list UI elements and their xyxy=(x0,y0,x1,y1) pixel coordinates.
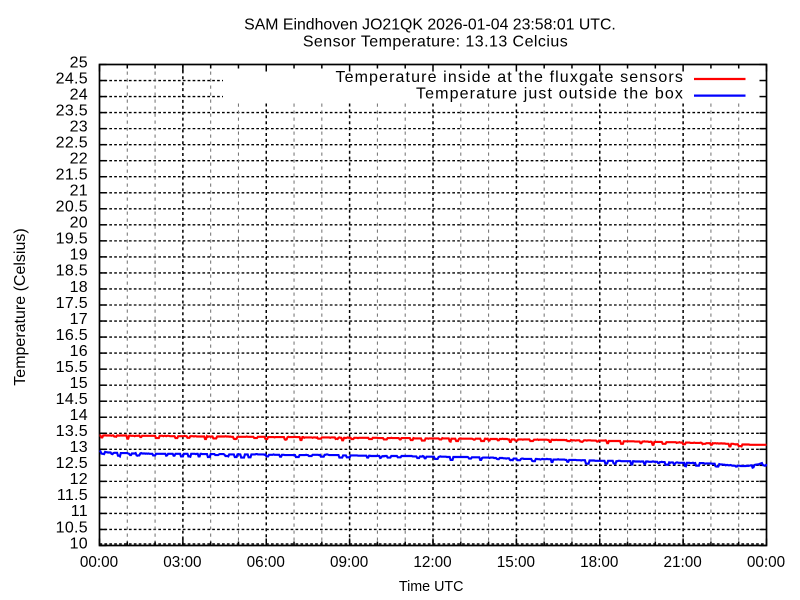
svg-text:12: 12 xyxy=(70,471,88,488)
svg-text:03:00: 03:00 xyxy=(163,554,201,571)
svg-text:SAM Eindhoven JO21QK 2026-01-0: SAM Eindhoven JO21QK 2026-01-04 23:58:01… xyxy=(244,17,616,34)
svg-text:23.5: 23.5 xyxy=(56,102,88,119)
svg-text:14.5: 14.5 xyxy=(56,391,88,408)
svg-text:20.5: 20.5 xyxy=(56,199,88,216)
svg-text:12:00: 12:00 xyxy=(413,554,451,571)
svg-text:15: 15 xyxy=(70,375,88,392)
svg-text:20: 20 xyxy=(70,215,88,232)
svg-text:Sensor Temperature: 13.13 Celc: Sensor Temperature: 13.13 Celcius xyxy=(303,34,568,51)
svg-text:13: 13 xyxy=(70,439,88,456)
svg-text:24: 24 xyxy=(70,86,88,103)
svg-text:21:00: 21:00 xyxy=(663,554,701,571)
svg-text:11: 11 xyxy=(71,503,88,520)
svg-text:19: 19 xyxy=(70,247,88,264)
svg-text:06:00: 06:00 xyxy=(247,554,285,571)
svg-text:13.5: 13.5 xyxy=(56,423,88,440)
svg-text:25: 25 xyxy=(70,54,88,71)
svg-text:21.5: 21.5 xyxy=(56,167,88,184)
svg-text:Temperature just outside the b: Temperature just outside the box xyxy=(416,86,684,103)
svg-text:11.5: 11.5 xyxy=(57,487,88,504)
svg-text:16.5: 16.5 xyxy=(56,327,88,344)
svg-text:21: 21 xyxy=(70,183,88,200)
svg-text:Temperature (Celsius): Temperature (Celsius) xyxy=(12,228,29,385)
svg-text:19.5: 19.5 xyxy=(56,231,88,248)
svg-text:17.5: 17.5 xyxy=(56,295,88,312)
svg-text:10.5: 10.5 xyxy=(56,519,88,536)
svg-text:00:00: 00:00 xyxy=(80,554,118,571)
svg-text:15:00: 15:00 xyxy=(497,554,535,571)
svg-text:22.5: 22.5 xyxy=(56,134,88,151)
svg-text:23: 23 xyxy=(70,118,88,135)
svg-text:18.5: 18.5 xyxy=(56,263,88,280)
svg-text:14: 14 xyxy=(70,407,88,424)
svg-text:Temperature inside at the flux: Temperature inside at the fluxgate senso… xyxy=(335,69,684,86)
svg-text:12.5: 12.5 xyxy=(56,455,88,472)
svg-text:18: 18 xyxy=(70,279,88,296)
svg-text:16: 16 xyxy=(70,343,88,360)
svg-text:15.5: 15.5 xyxy=(56,359,88,376)
svg-text:Time UTC: Time UTC xyxy=(399,579,464,595)
svg-text:22: 22 xyxy=(70,151,88,168)
svg-text:18:00: 18:00 xyxy=(580,554,618,571)
svg-text:09:00: 09:00 xyxy=(330,554,368,571)
svg-text:10: 10 xyxy=(70,535,88,552)
svg-text:17: 17 xyxy=(70,311,88,328)
svg-text:24.5: 24.5 xyxy=(56,70,88,87)
svg-text:00:00: 00:00 xyxy=(747,554,785,571)
